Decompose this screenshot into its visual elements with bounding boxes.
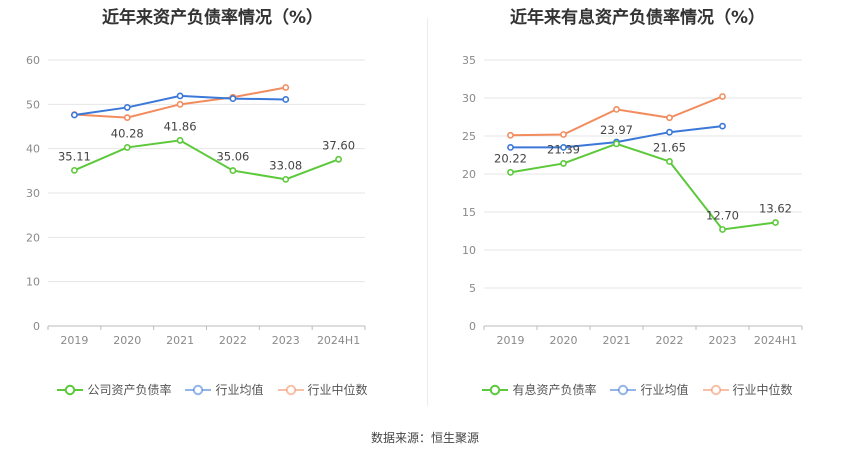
legend-label: 行业均值 <box>640 383 689 397</box>
legend: 公司资产负债率 行业均值 行业中位数 <box>0 381 425 398</box>
data-label: 21.65 <box>653 140 686 154</box>
legend-label: 行业中位数 <box>307 383 368 397</box>
legend-line-circle-icon <box>610 384 637 395</box>
data-point <box>719 122 726 130</box>
data-label: 33.08 <box>269 158 302 172</box>
data-point <box>335 155 342 163</box>
legend-item[interactable]: 行业中位数 <box>702 381 793 398</box>
y-tick-label: 35 <box>462 54 476 67</box>
x-tick-label: 2019 <box>497 334 525 347</box>
data-point <box>71 166 78 174</box>
chart-panel-left: 近年来资产负债率情况（%） 0 10 20 30 40 50 60 2019 2020 2021 2… <box>0 0 425 410</box>
data-point <box>666 114 673 122</box>
legend-line-circle-icon <box>277 384 304 395</box>
data-point <box>507 143 514 151</box>
y-tick-label: 5 <box>469 282 476 295</box>
legend-item[interactable]: 行业均值 <box>610 381 689 398</box>
chart-title: 近年来有息资产负债率情况（%） <box>509 8 766 28</box>
data-point <box>123 114 131 122</box>
data-point <box>666 128 673 136</box>
series-line <box>74 139 339 181</box>
data-point <box>613 106 620 113</box>
y-tick-label: 40 <box>26 143 40 156</box>
legend-label: 公司资产负债率 <box>87 383 172 397</box>
data-point <box>772 219 779 226</box>
data-label: 37.60 <box>322 138 355 152</box>
data-point <box>176 100 184 108</box>
y-tick-label: 25 <box>462 130 476 143</box>
data-label: 20.22 <box>494 151 527 165</box>
data-label: 12.70 <box>706 208 739 222</box>
y-tick-label: 30 <box>26 187 40 200</box>
legend-item[interactable]: 行业均值 <box>185 381 264 398</box>
data-point <box>666 158 673 165</box>
y-tick-label: 20 <box>26 231 40 244</box>
y-tick-label: 10 <box>462 244 476 257</box>
legend-item[interactable]: 有息资产负债率 <box>482 381 596 398</box>
line-chart-right: 0 5 10 15 20 25 30 35 2019 2020 2021 2022 2023 2024H1… <box>462 54 803 347</box>
data-point <box>560 143 567 151</box>
legend-item[interactable]: 公司资产负债率 <box>57 381 171 398</box>
data-point <box>123 104 131 111</box>
data-point <box>282 96 290 103</box>
y-tick-label: 60 <box>26 54 40 67</box>
data-point <box>229 95 237 102</box>
data-point <box>507 168 514 176</box>
legend-label: 有息资产负债率 <box>512 383 597 397</box>
data-label: 40.28 <box>111 126 144 140</box>
chart-panel-right: 近年来有息资产负债率情况（%） 0 5 10 15 20 25 30 35 2019 2020 20… <box>425 0 850 410</box>
data-point <box>719 226 726 233</box>
x-tick-label: 2021 <box>603 334 631 347</box>
x-tick-label: 2024H1 <box>754 334 797 347</box>
y-tick-label: 15 <box>462 206 476 219</box>
data-point <box>176 137 184 144</box>
data-point <box>613 140 620 148</box>
data-point <box>282 84 290 91</box>
x-tick-label: 2019 <box>60 334 88 347</box>
data-point <box>507 131 514 139</box>
y-tick-label: 20 <box>462 168 476 181</box>
x-tick-label: 2023 <box>709 334 737 347</box>
x-tick-label: 2020 <box>113 334 141 347</box>
legend-line-circle-icon <box>185 384 212 395</box>
data-label: 41.86 <box>164 119 197 133</box>
y-tick-label: 30 <box>462 92 476 105</box>
data-point <box>560 160 567 167</box>
y-tick-label: 0 <box>469 320 476 333</box>
x-tick-label: 2022 <box>219 334 247 347</box>
x-tick-label: 2024H1 <box>317 334 360 347</box>
data-point <box>123 144 131 151</box>
legend-line-circle-icon <box>702 384 729 395</box>
y-tick-label: 50 <box>26 98 40 111</box>
data-label: 23.97 <box>600 123 633 137</box>
legend: 有息资产负债率 行业均值 行业中位数 <box>425 381 850 398</box>
data-label: 35.06 <box>216 150 249 164</box>
x-tick-label: 2022 <box>656 334 684 347</box>
data-point <box>176 92 184 100</box>
x-tick-label: 2023 <box>272 334 300 347</box>
legend-line-circle-icon <box>482 384 509 395</box>
chart-title: 近年来资产负债率情况（%） <box>101 8 324 28</box>
source-note: 数据来源：恒生聚源 <box>370 431 479 445</box>
data-label: 21.39 <box>547 142 580 156</box>
data-label: 35.11 <box>58 149 91 163</box>
x-tick-label: 2020 <box>550 334 578 347</box>
series-line <box>510 142 776 231</box>
panel-divider <box>427 18 428 406</box>
data-point <box>71 111 78 119</box>
legend-label: 行业中位数 <box>732 383 793 397</box>
line-chart-left: 0 10 20 30 40 50 60 2019 2020 2021 2022 2023 2024H1 3… <box>26 54 366 347</box>
legend-line-circle-icon <box>57 384 84 395</box>
legend-item[interactable]: 行业中位数 <box>277 381 368 398</box>
data-label: 13.62 <box>759 201 792 215</box>
y-tick-label: 0 <box>33 320 40 333</box>
data-point <box>560 131 567 138</box>
data-point <box>229 167 237 174</box>
data-point <box>282 175 290 183</box>
data-point <box>719 93 726 100</box>
x-tick-label: 2021 <box>166 334 194 347</box>
legend-label: 行业均值 <box>215 383 264 397</box>
y-tick-label: 10 <box>26 276 40 289</box>
